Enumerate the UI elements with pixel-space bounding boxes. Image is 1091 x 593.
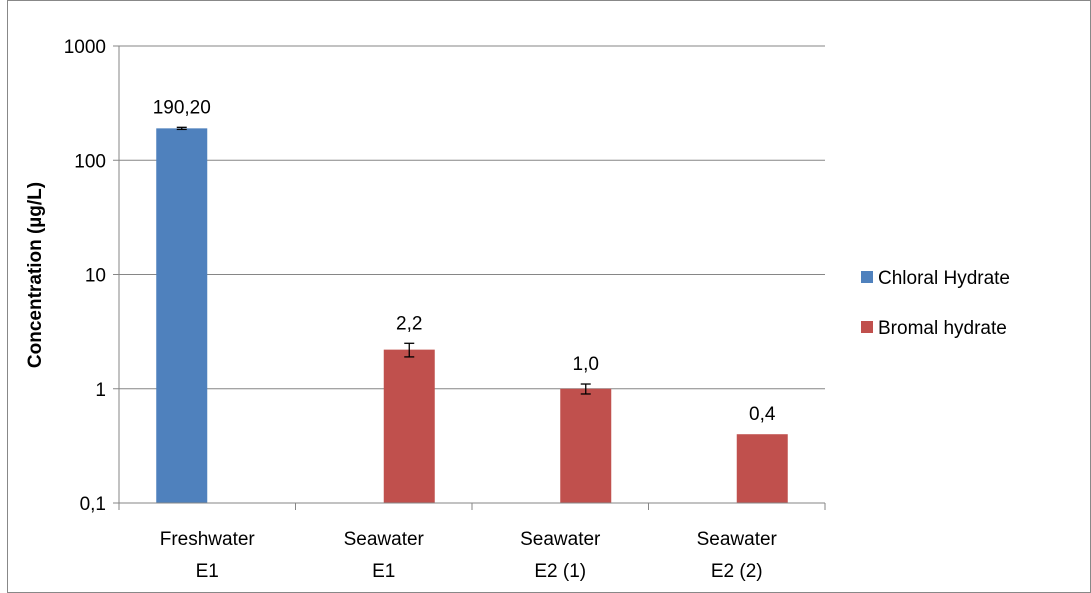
legend-swatch	[861, 321, 873, 333]
y-tick-label: 100	[74, 151, 106, 172]
y-tick-label: 1000	[64, 37, 106, 58]
y-tick-label: 0,1	[80, 494, 106, 515]
x-tick-label: E1	[196, 561, 219, 582]
bar	[383, 349, 435, 503]
bar	[156, 128, 208, 503]
legend: Chloral Hydrate Bromal hydrate	[861, 268, 1010, 339]
x-tick-label: Freshwater	[160, 529, 256, 550]
legend-swatch	[861, 271, 873, 283]
x-tick-label: E2 (2)	[711, 561, 763, 582]
data-label: 2,2	[396, 313, 422, 334]
x-tick-label: E2 (1)	[534, 561, 586, 582]
x-tick-label: Seawater	[697, 529, 778, 550]
data-label: 0,4	[749, 404, 776, 425]
x-tick-label: Seawater	[344, 529, 425, 550]
y-axis-title: Concentration (µg/L)	[25, 182, 46, 368]
axes: 0,1 1 10 100 1000	[64, 37, 826, 515]
data-label: 1,0	[573, 354, 599, 375]
legend-label: Chloral Hydrate	[878, 268, 1010, 289]
x-tick-label: E1	[372, 561, 395, 582]
gridlines	[119, 45, 825, 390]
labels: Freshwater E1 Seawater E1 Seawater E2 (1) Seaw…	[153, 97, 778, 582]
y-tick-label: 1	[95, 380, 106, 401]
bar	[560, 388, 612, 503]
x-tick-label: Seawater	[520, 529, 601, 550]
bars	[156, 126, 788, 503]
y-tick-label: 10	[85, 266, 106, 287]
data-label: 190,20	[153, 97, 211, 118]
bar	[736, 434, 788, 503]
legend-label: Bromal hydrate	[878, 318, 1007, 339]
